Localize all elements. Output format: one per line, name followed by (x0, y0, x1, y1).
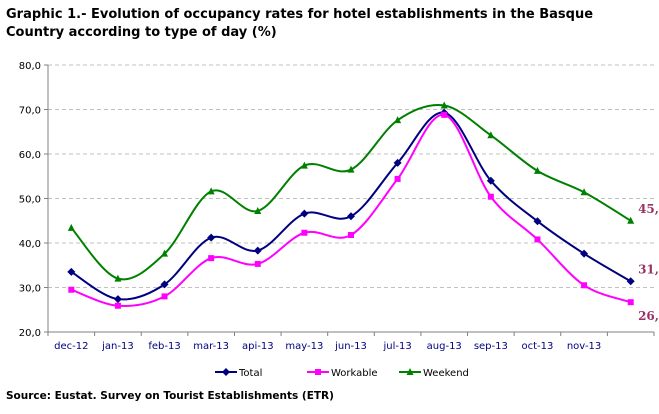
legend-label: Workable (331, 368, 378, 379)
data-label: 31,4 (638, 262, 659, 276)
data-label: 26,7 (638, 309, 659, 323)
data-point (580, 188, 588, 196)
data-point (160, 280, 169, 289)
x-tick-label: oct-13 (522, 341, 554, 352)
data-point (627, 216, 635, 224)
legend-marker (222, 368, 230, 376)
data-point (253, 246, 262, 255)
data-point (300, 161, 308, 169)
y-tick-label: 40,0 (19, 239, 41, 250)
data-point (347, 212, 355, 221)
x-tick-label: jul-13 (382, 341, 411, 352)
y-tick-label: 30,0 (19, 284, 41, 295)
data-point (394, 116, 402, 124)
data-point (580, 249, 589, 258)
data-point (393, 158, 402, 167)
y-tick-label: 20,0 (19, 328, 41, 339)
data-point (113, 295, 122, 304)
data-point (208, 255, 215, 262)
x-tick-label: may-13 (285, 341, 323, 352)
data-point (68, 286, 75, 293)
series-line-total (70, 111, 632, 301)
x-tick-label: aug-13 (427, 341, 462, 352)
data-point (207, 233, 216, 242)
data-point (487, 193, 494, 200)
data-point (161, 249, 169, 257)
chart-title: Graphic 1.- Evolution of occupancy rates… (6, 7, 594, 40)
y-tick-label: 60,0 (19, 150, 41, 161)
data-point (534, 236, 541, 243)
data-point (67, 223, 75, 231)
legend-marker (406, 368, 414, 375)
data-point (161, 293, 168, 300)
data-point (441, 111, 448, 118)
x-tick-label: nov-13 (567, 341, 601, 352)
x-tick-label: api-13 (242, 341, 274, 352)
data-point (254, 260, 261, 267)
y-tick-label: 70,0 (19, 106, 41, 117)
x-tick-label: sep-13 (474, 341, 508, 352)
x-tick-label: dec-12 (54, 341, 88, 352)
x-tick-label: jan-13 (101, 341, 134, 352)
data-point (114, 302, 121, 309)
y-tick-label: 50,0 (19, 195, 41, 206)
data-point (394, 175, 401, 182)
data-point (347, 165, 355, 173)
data-point (207, 187, 215, 195)
chart-source: Source: Eustat. Survey on Tourist Establ… (6, 390, 334, 402)
x-tick-label: feb-13 (148, 341, 180, 352)
legend-label: Total (238, 368, 262, 379)
series-line-weekend (70, 103, 632, 281)
data-point (301, 229, 308, 236)
y-tick-label: 80,0 (19, 61, 41, 72)
legend-label: Weekend (423, 368, 469, 379)
data-point (67, 267, 76, 276)
data-point (254, 206, 262, 214)
data-point (440, 101, 448, 109)
data-point (533, 217, 542, 226)
legend-marker (315, 369, 321, 375)
x-tick-label: jun-13 (334, 341, 367, 352)
data-point (581, 282, 588, 289)
data-point (486, 176, 495, 185)
data-point (348, 231, 354, 238)
data-point (114, 274, 122, 282)
x-tick-label: mar-13 (193, 341, 229, 352)
data-point (533, 166, 541, 174)
data-point (626, 277, 635, 286)
data-point (627, 299, 634, 306)
series-line-workable (70, 113, 632, 307)
data-label: 45,0 (638, 202, 659, 216)
data-point (300, 209, 309, 218)
data-point (487, 131, 495, 139)
